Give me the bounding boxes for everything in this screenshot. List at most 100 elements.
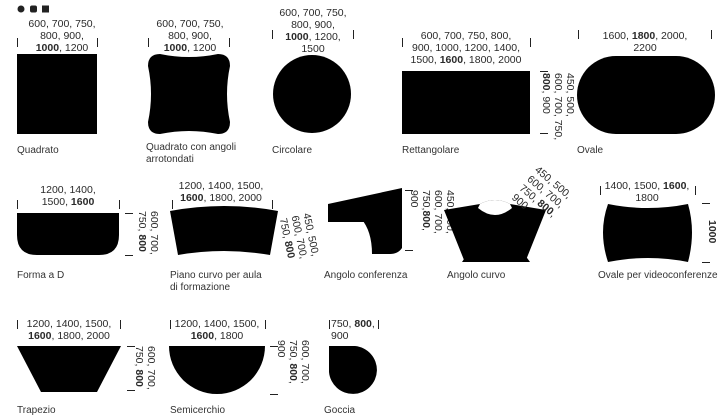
dimension-line: 1200, 1400, 1500, bbox=[19, 318, 119, 330]
dimension-value: , 2000, bbox=[655, 30, 688, 42]
dimension-value-standard: 800 bbox=[133, 369, 145, 387]
dimension-line: 1500, 1600 bbox=[28, 196, 108, 208]
shape-angolo-conferenza-graphic bbox=[328, 188, 402, 254]
dim-semicerchio-top: 1200, 1400, 1500, 1600, 1800 bbox=[172, 318, 262, 342]
dimension-value-standard: 1600 bbox=[180, 192, 204, 204]
dimension-value: , 1800, 2000 bbox=[463, 54, 522, 66]
dim-rettangolare-side: 450, 500, 600, 700, 750, 800, 900 bbox=[540, 73, 576, 140]
dimension-line: 1600, 1800, 2000 bbox=[19, 330, 119, 342]
label-angolo-curvo: Angolo curvo bbox=[447, 270, 506, 281]
dimension-line: 1600, 1800 bbox=[172, 330, 262, 342]
label-quadrato-angoli: Quadrato con angoli arrotondati bbox=[146, 142, 237, 165]
dimension-line: 600, 700, bbox=[145, 346, 157, 390]
label-angolo-conferenza: Angolo conferenza bbox=[324, 270, 408, 281]
dimension-value: , 1800, 2000 bbox=[203, 192, 262, 204]
shape-angolo-curvo-graphic bbox=[444, 200, 546, 262]
dimension-line: 1600, 1800, 2000, bbox=[580, 30, 710, 42]
dimension-value: 600, 700, bbox=[299, 340, 311, 384]
shape-quadrato-angoli-graphic bbox=[148, 54, 230, 134]
label-trapezio: Trapezio bbox=[17, 405, 56, 416]
dimension-line: 600, 700, 750, 800, bbox=[404, 30, 528, 42]
dimension-line: 1500, 1600, 1800, 2000 bbox=[404, 54, 528, 66]
square-icon bbox=[42, 5, 49, 13]
dimension-value: 900 bbox=[408, 190, 420, 208]
dimension-line: 1200, 1400, 1500, bbox=[172, 318, 262, 330]
dimension-line: 800, 900, bbox=[273, 19, 353, 31]
dimension-line: 800, 900, bbox=[150, 30, 230, 42]
label-ovale: Ovale bbox=[577, 145, 604, 156]
dimension-line: 1800 bbox=[602, 192, 692, 204]
dimension-value-standard: 800 bbox=[540, 73, 552, 91]
dimension-value: 800, 900, bbox=[40, 30, 84, 42]
dim-ovale-video-side: 1000 bbox=[706, 220, 718, 243]
dimension-value-standard: 1600 bbox=[70, 196, 95, 208]
dimension-value: , bbox=[287, 380, 299, 384]
shape-rettangolare-graphic bbox=[402, 71, 530, 134]
dimension-value: 750, bbox=[133, 346, 145, 370]
dimension-line: 1000 bbox=[706, 220, 718, 243]
dimension-value: , bbox=[420, 227, 432, 231]
dimension-value-standard: 800 bbox=[136, 234, 148, 252]
dimension-value: 1800 bbox=[635, 192, 659, 204]
dim-forma-d-side: 600, 700, 750, 800 bbox=[136, 211, 160, 255]
dimension-value: 1400, 1500, bbox=[604, 180, 664, 192]
dimension-value: , 1800 bbox=[214, 330, 244, 342]
dimension-value: 600, 700, 750, bbox=[279, 7, 347, 19]
dim-trapezio-top: 1200, 1400, 1500, 1600, 1800, 2000 bbox=[19, 318, 119, 342]
label-ovale-video: Ovale per videoconferenze bbox=[598, 270, 718, 281]
dimension-value: 750, bbox=[136, 211, 148, 235]
label-rettangolare: Rettangolare bbox=[402, 145, 460, 156]
dimension-value: , bbox=[371, 318, 375, 330]
shape-goccia-graphic bbox=[329, 346, 377, 394]
dimension-line: 750,800, bbox=[420, 190, 432, 234]
dim-semicerchio-side: 600, 700, 750, 800, 900 bbox=[275, 340, 311, 384]
rounded-square-icon bbox=[30, 5, 37, 13]
dimension-line: 1000, 1200 bbox=[150, 42, 230, 54]
dimension-line: 2200 bbox=[580, 42, 710, 54]
label-circolare: Circolare bbox=[272, 145, 313, 156]
dimension-line: 1200, 1400, bbox=[28, 184, 108, 196]
dimension-value: 600, 700, 750, 800, bbox=[420, 30, 512, 42]
dimension-value-standard: 1000 bbox=[163, 42, 188, 54]
label-quadrato: Quadrato bbox=[17, 145, 59, 156]
shape-forma-d-graphic bbox=[17, 213, 119, 255]
dimension-line: 1400, 1500, 1600, bbox=[602, 180, 692, 192]
dimension-line: 750, 800, bbox=[331, 318, 375, 330]
label-forma-d: Forma a D bbox=[17, 270, 65, 281]
dimension-line: 750, 800 bbox=[133, 346, 145, 390]
dim-goccia-top: 750, 800, 900 bbox=[331, 318, 375, 342]
dimension-value-standard: 1000 bbox=[35, 42, 60, 54]
dimension-line: 900 bbox=[408, 190, 420, 234]
dim-piano-curvo-side: 450, 500, 600, 700, 750, 800 bbox=[277, 212, 321, 262]
dimension-value: , bbox=[686, 180, 690, 192]
shape-ovale-graphic bbox=[577, 56, 715, 134]
dim-piano-curvo-top: 1200, 1400, 1500, 1600, 1800, 2000 bbox=[174, 180, 268, 204]
dim-rettangolare-top: 600, 700, 750, 800, 900, 1000, 1200, 1400… bbox=[404, 30, 528, 66]
dimension-value: 600, 700, 750, bbox=[552, 73, 564, 141]
dimension-value: 1200, 1400, 1500, bbox=[174, 318, 260, 330]
dimension-line: 600, 700, 750, bbox=[273, 7, 353, 19]
dimension-value: , 900 bbox=[540, 90, 552, 114]
dimension-value: 900 bbox=[275, 340, 287, 358]
dim-quadrato-angoli-top: 600, 700, 750, 800, 900, 1000, 1200 bbox=[150, 18, 230, 54]
dimension-line: 600, 700, 750, bbox=[150, 18, 230, 30]
dimension-line: 800, 900 bbox=[540, 73, 552, 140]
dimension-value: , 1200 bbox=[59, 42, 89, 54]
dimension-value: 600, 700, bbox=[148, 211, 160, 255]
header-icons bbox=[16, 0, 76, 13]
dimension-value: 900 bbox=[331, 330, 349, 342]
dimension-value: 750, bbox=[420, 190, 432, 211]
shape-circolare-graphic bbox=[273, 55, 351, 133]
dimension-value-standard: 1000 bbox=[285, 31, 309, 43]
dim-quadrato-top: 600, 700, 750, 800, 900, 1000, 1200 bbox=[28, 18, 96, 54]
dimension-value-standard: 1800 bbox=[631, 30, 656, 42]
dimension-value: 2200 bbox=[633, 42, 657, 54]
shape-ovale-video-graphic bbox=[603, 204, 692, 262]
dimension-line: 1000, 1200, bbox=[273, 31, 353, 43]
dimension-value-standard: 800 bbox=[287, 363, 299, 381]
dimension-line: 900, 1000, 1200, 1400, bbox=[404, 42, 528, 54]
shape-trapezio-graphic bbox=[17, 346, 121, 392]
dimension-line: 750, 800, bbox=[287, 340, 299, 384]
dimension-value: 1600, bbox=[602, 30, 632, 42]
circle-icon bbox=[17, 5, 25, 13]
